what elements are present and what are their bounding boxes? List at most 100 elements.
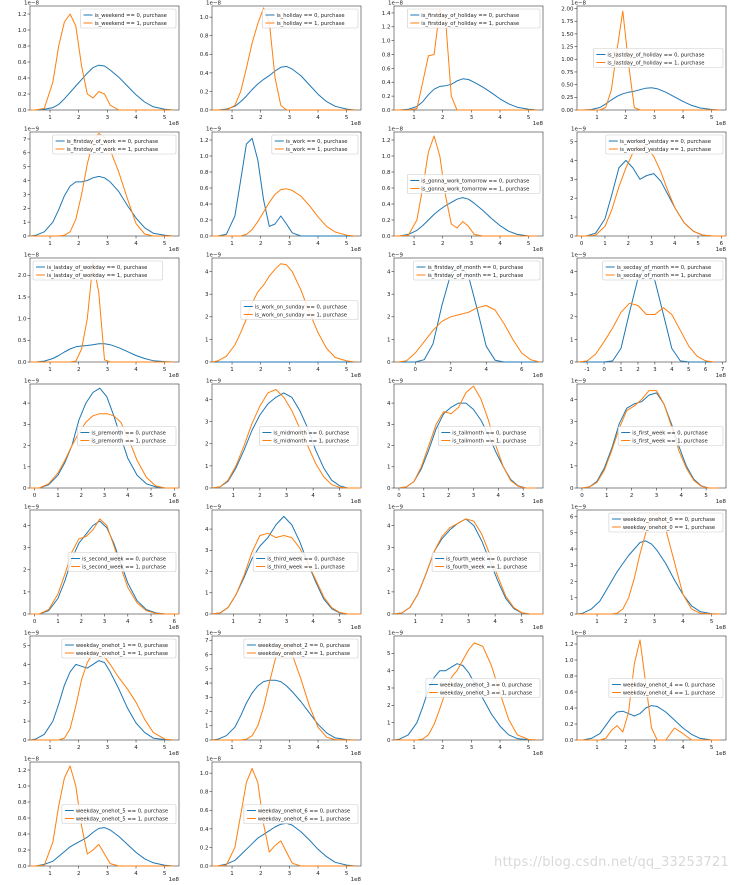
x-tick-label: 4 xyxy=(681,745,685,751)
panel-is-tailmonth: 0 1 2 3 4 0 1 2 3 4 5 1e−9 1e8 is_tailmonth == 0, pur… xyxy=(387,379,543,506)
panel-weekday-onehot-0: 0 1 2 3 4 5 6 1 2 3 4 5 1e−9 1e8 weekday_onehot_0 == 0… xyxy=(570,505,726,632)
x-tick-label: 1 xyxy=(230,115,234,121)
y-offset-label: 1e−9 xyxy=(388,253,403,259)
kde-line-series-0 xyxy=(30,520,179,615)
y-tick-label: 6 xyxy=(570,514,574,520)
x-tick-label: 3 xyxy=(655,493,659,499)
y-tick-label: 0 xyxy=(23,486,27,492)
legend-label: is_firstday_of_work == 1, purchase xyxy=(67,147,159,153)
y-tick-label: 0.2 xyxy=(382,218,391,224)
legend-label: is_tailmonth == 1, purchase xyxy=(452,438,526,444)
x-tick-label: 0 xyxy=(602,367,606,373)
panel-is-gonna-work-tomorrow: 0.0 0.2 0.4 0.6 0.8 1.0 1.2 1 2 3 4 5 1e−8 1e8 is_gonn… xyxy=(382,127,544,254)
panel-is-first-week: 0 1 2 3 4 0 1 2 3 4 5 1e−9 1e8 is_first_week == 0, pu… xyxy=(570,379,726,506)
legend-box xyxy=(602,260,724,281)
y-tick-label: 4 xyxy=(23,662,27,668)
y-tick-label: 1 xyxy=(23,465,27,471)
x-tick-label: 5 xyxy=(338,493,342,499)
y-tick-label: 2 xyxy=(23,700,27,706)
x-tick-label: 3 xyxy=(288,871,292,877)
legend-label: is_weekend == 1, purchase xyxy=(95,21,167,27)
x-tick-label: 5 xyxy=(163,241,167,247)
x-tick-label: 4 xyxy=(493,619,497,625)
y-tick-label: 3 xyxy=(205,548,209,554)
x-tick-label: 3 xyxy=(653,115,657,121)
legend-box xyxy=(406,174,541,194)
y-tick-label: 0 xyxy=(387,738,391,744)
legend-label: is_premonth == 0, purchase xyxy=(91,430,165,436)
x-offset-label: 1e8 xyxy=(351,121,362,127)
x-tick-label: 2 xyxy=(259,241,263,247)
kde-line-series-0 xyxy=(576,540,721,615)
x-offset-label: 1e8 xyxy=(533,499,544,505)
legend: is_weekend == 0, purchase is_weekend == 1… xyxy=(80,8,177,29)
y-tick-label: 1.0 xyxy=(18,317,27,323)
x-tick-label: 0 xyxy=(414,367,418,373)
x-tick-label: 1 xyxy=(48,871,52,877)
y-tick-label: 0.4 xyxy=(200,71,209,77)
y-offset-label: 1e−9 xyxy=(206,631,221,637)
legend-box xyxy=(67,552,177,572)
legend-label: is_work == 0, purchase xyxy=(286,139,348,145)
x-tick-label: 4 xyxy=(680,493,684,499)
y-tick-label: 3 xyxy=(570,563,574,569)
x-offset-label: 1e8 xyxy=(533,373,544,379)
y-offset-label: 1e−9 xyxy=(24,127,39,133)
panel-is-work-on-sunday: 0 1 2 3 4 1 2 3 4 5 1e−9 1e8 is_work_on_sunday == 0,… xyxy=(205,253,361,380)
kde-line-series-0 xyxy=(30,343,174,363)
y-tick-label: 0.25 xyxy=(561,95,574,101)
kde-line-series-1 xyxy=(212,768,356,867)
x-tick-label: 2 xyxy=(630,493,634,499)
panel-is-third-week: 0 1 2 3 4 1 2 3 4 5 1e−9 1e8 is_third_week == 0, pur… xyxy=(205,505,361,632)
panel-is-second-week: 0 1 2 3 4 0 1 2 3 4 5 6 1e−9 1e8 is_second_week == 0, … xyxy=(23,505,179,632)
x-tick-label: 3 xyxy=(288,745,292,751)
legend-label: is_gonna_work_tomorrow == 0, purchase xyxy=(421,178,529,184)
legend-box xyxy=(61,638,177,659)
x-tick-label: 4 xyxy=(134,745,138,751)
x-tick-label: 4 xyxy=(316,367,320,373)
legend-label: weekday_onehot_5 == 0, purchase xyxy=(76,808,168,814)
y-tick-label: 0.6 xyxy=(565,690,574,696)
panel-is-holiday: 0.0 0.2 0.4 0.6 0.8 1.0 1 2 3 4 5 1e−8 1e8 is_holiday… xyxy=(200,1,362,128)
x-offset-label: 1e8 xyxy=(351,499,362,505)
x-tick-label: 3 xyxy=(467,619,471,625)
panel-is-worked-yestday: 0 1 2 3 4 5 0 1 2 3 4 5 6 1e−9 1e8 is_worked_yestday ==… xyxy=(570,127,726,254)
y-tick-label: 0.0 xyxy=(200,108,209,114)
x-tick-label: 1 xyxy=(48,745,52,751)
y-tick-label: 4 xyxy=(570,269,574,275)
y-tick-label: 0.0 xyxy=(382,108,391,114)
kde-line-series-1 xyxy=(394,135,538,237)
x-offset-label: 1e8 xyxy=(169,877,180,883)
x-tick-label: 2 xyxy=(259,871,263,877)
y-tick-label: 6 xyxy=(23,151,27,157)
y-tick-label: 0 xyxy=(23,612,27,618)
y-tick-label: 1.2 xyxy=(382,25,391,31)
y-tick-label: 0.2 xyxy=(200,845,209,851)
y-offset-label: 1e−9 xyxy=(571,253,586,259)
kde-line-series-1 xyxy=(212,7,356,111)
x-tick-label: 4 xyxy=(126,493,130,499)
y-tick-label: 0.2 xyxy=(18,92,27,98)
legend: weekday_onehot_6 == 0, purchase weekday_o… xyxy=(243,804,359,824)
x-offset-label: 1e8 xyxy=(169,121,180,127)
x-offset-label: 1e8 xyxy=(716,625,727,631)
kde-line-series-1 xyxy=(577,10,721,111)
y-tick-label: 1.0 xyxy=(18,28,27,34)
x-tick-label: 2 xyxy=(447,493,451,499)
y-tick-label: 0.0 xyxy=(18,864,27,870)
legend-box xyxy=(617,426,724,446)
y-tick-label: 2 xyxy=(387,443,391,449)
y-tick-label: 0.2 xyxy=(382,94,391,100)
y-tick-label: 3 xyxy=(205,695,209,701)
legend-label: weekday_onehot_0 == 0, purchase xyxy=(623,517,715,523)
x-offset-label: 1e8 xyxy=(716,373,727,379)
y-tick-label: 3 xyxy=(387,546,391,552)
kde-line-series-0 xyxy=(398,402,536,489)
kde-line-series-1 xyxy=(397,305,540,363)
x-tick-label: 1 xyxy=(595,619,599,625)
x-offset-label: 1e8 xyxy=(169,751,180,757)
x-tick-label: 2 xyxy=(441,241,445,247)
y-tick-label: 4 xyxy=(387,523,391,529)
legend-box xyxy=(243,638,359,659)
x-offset-label: 1e8 xyxy=(716,121,727,127)
